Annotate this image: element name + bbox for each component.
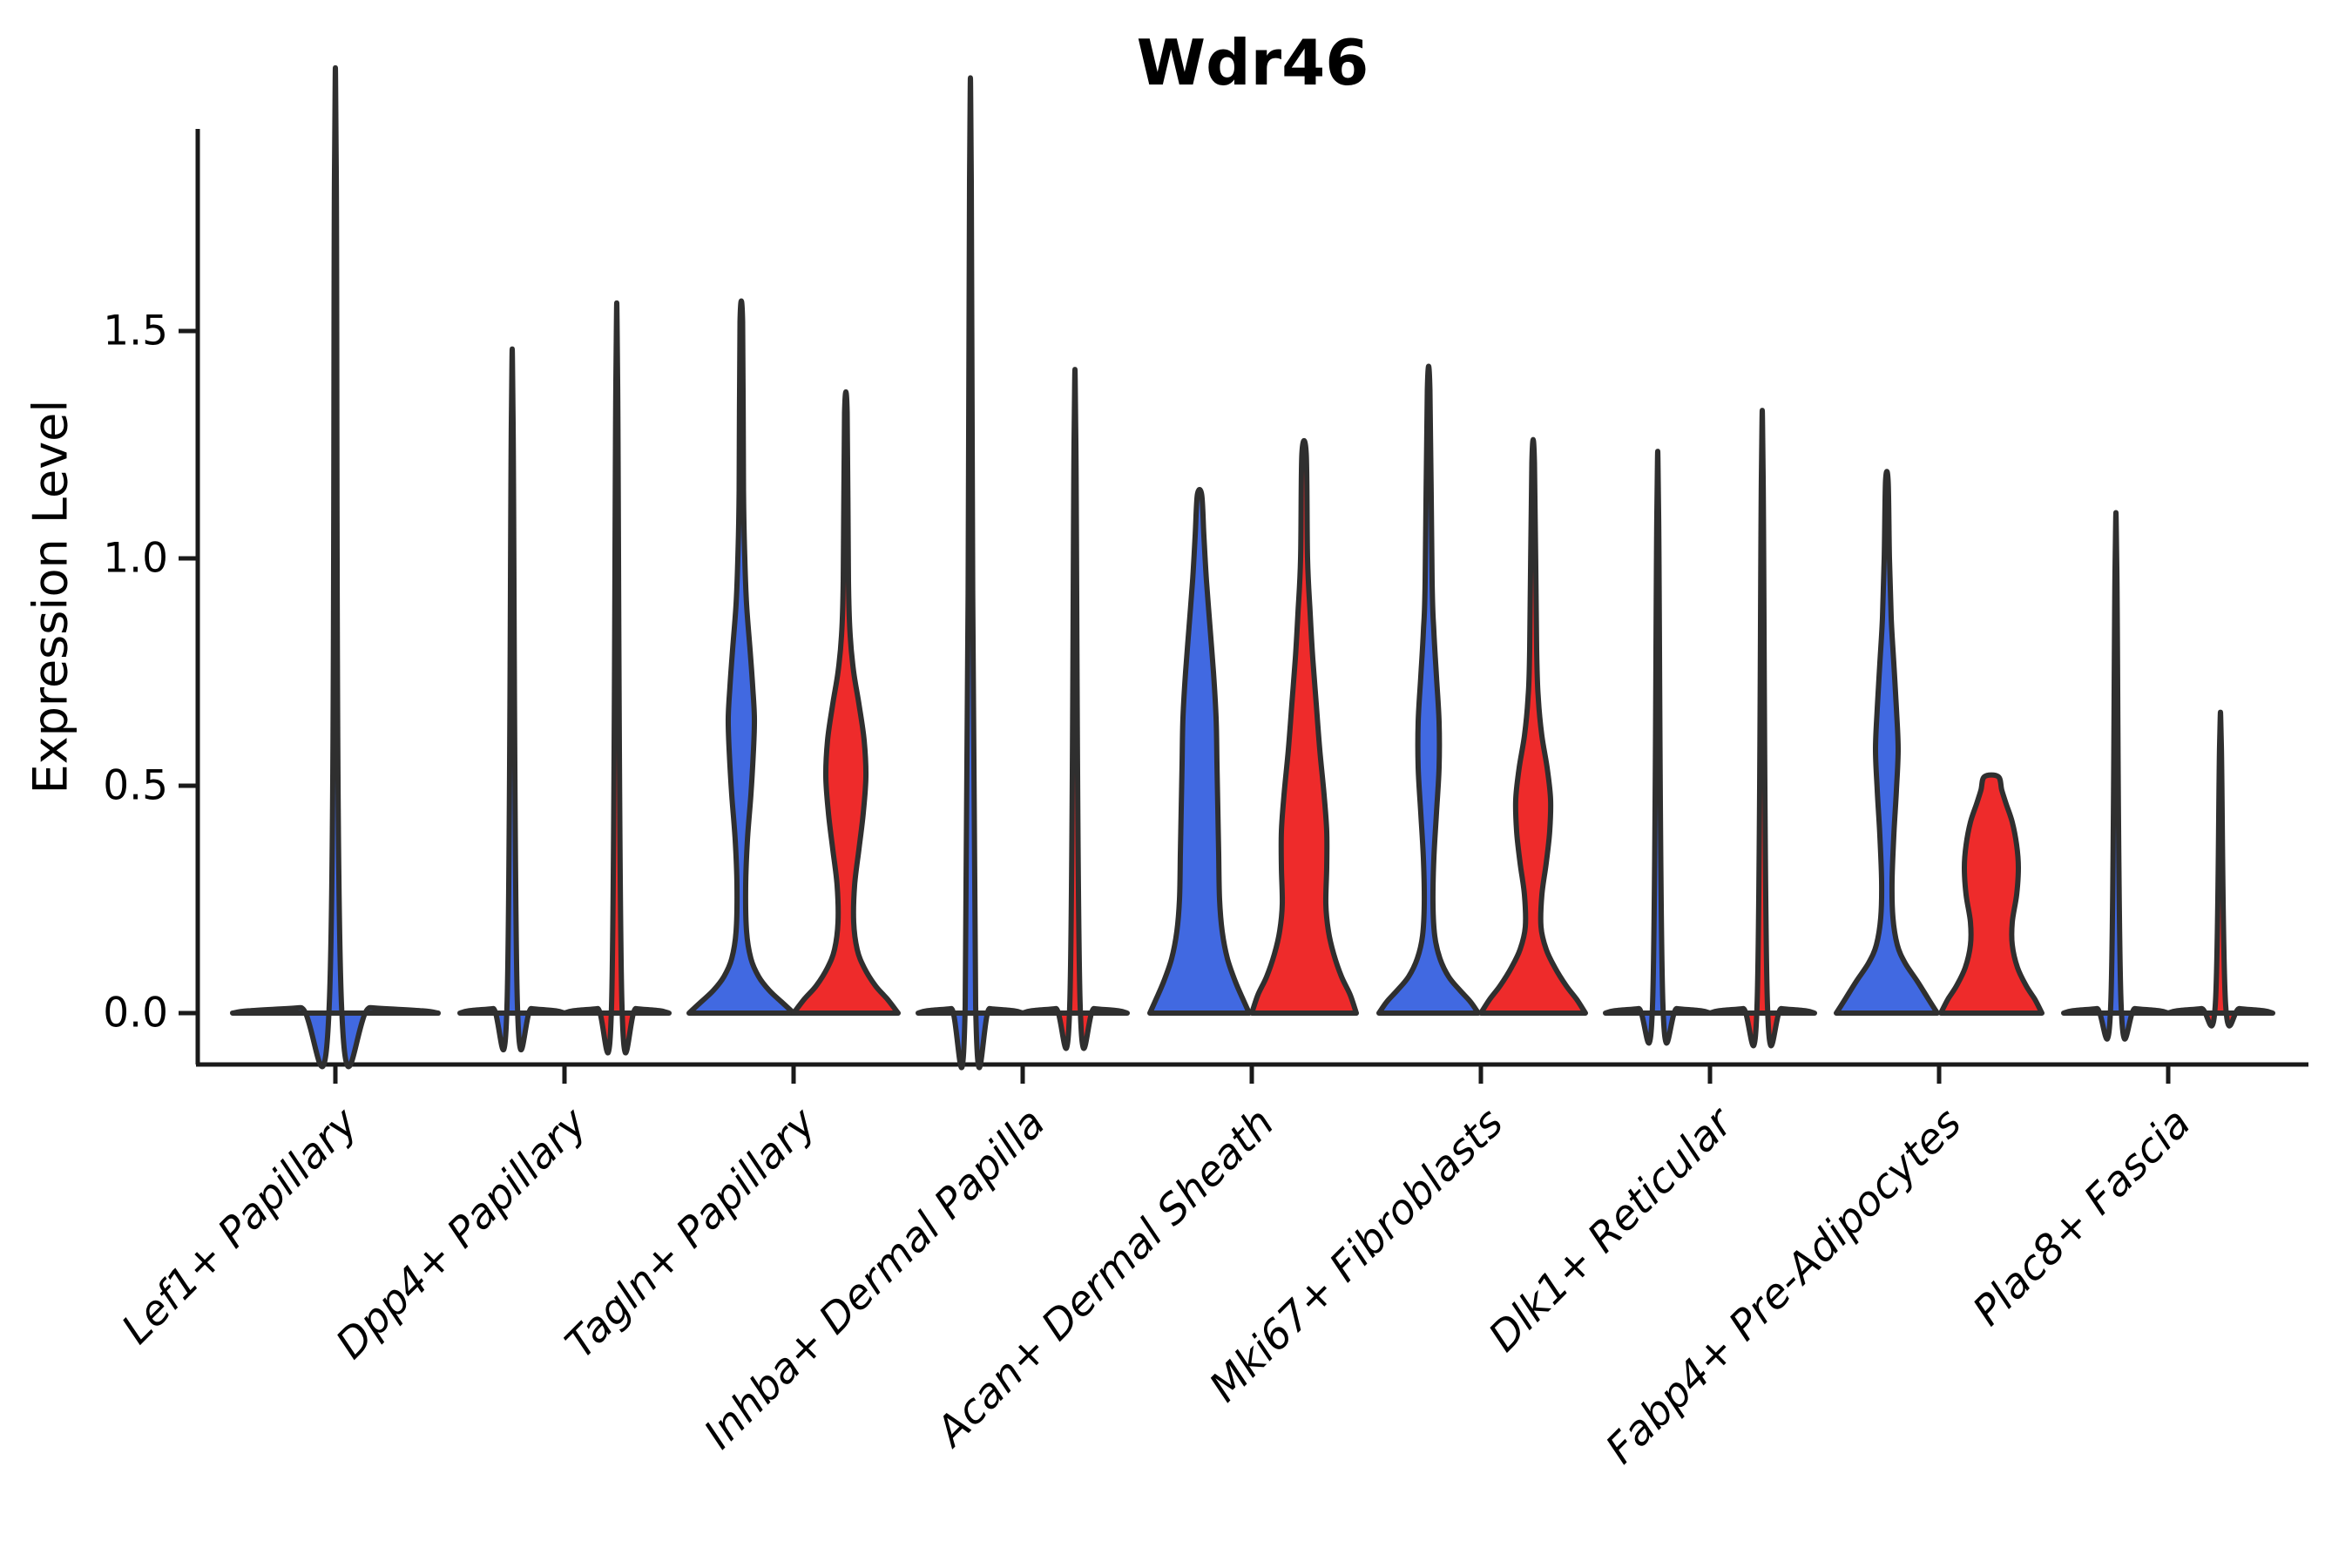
violin-right [562,300,672,1056]
violin-left [2061,510,2171,1042]
violin-right [1938,772,2044,1016]
chart-title: Wdr46 [1136,26,1369,99]
x-tick-label: Tagln+ Papillary [557,1098,827,1369]
violin-right [2166,709,2275,1029]
violin-right [1478,436,1588,1016]
violin-left [916,75,1025,1071]
y-tick-label: 0.5 [103,762,168,810]
x-tick-label: Plac8+ Fascia [1963,1099,2200,1335]
violin-right [791,389,901,1016]
x-tick-label: Lef1+ Papillary [112,1098,368,1354]
violin-right [1249,437,1359,1016]
violin-left [1834,469,1940,1016]
x-tick-label: Dlk1+ Reticular [1480,1098,1744,1362]
y-tick-label: 0.0 [103,990,168,1037]
violin-left [1603,449,1713,1046]
y-tick-label: 1.0 [103,535,168,583]
violin-right [1020,367,1130,1051]
violin-left [457,346,567,1052]
violin-left [686,298,796,1016]
violin-left [1376,363,1481,1016]
violin-right [1707,408,1817,1049]
violin-left [1147,487,1252,1016]
y-tick-label: 1.5 [103,308,168,355]
violin-center [230,64,441,1070]
x-tick-label: Dpp4+ Papillary [327,1098,597,1369]
